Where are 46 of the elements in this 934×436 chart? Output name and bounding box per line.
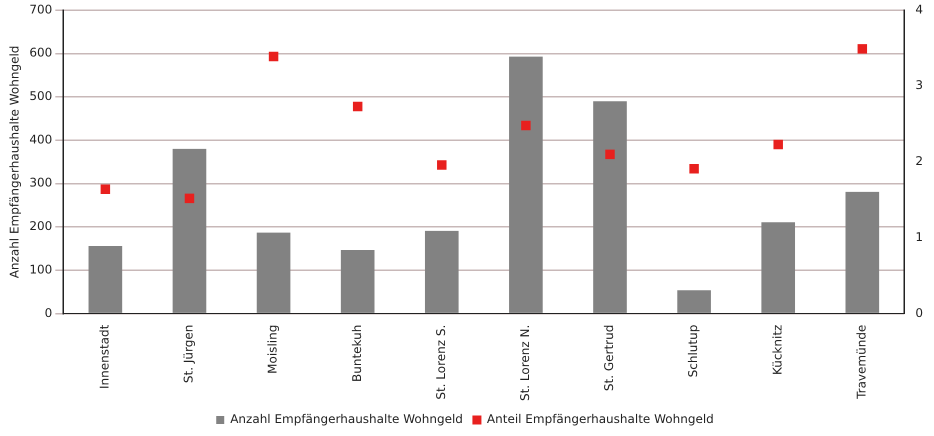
- point: [352, 102, 362, 112]
- point: [605, 150, 615, 160]
- x-tick-label: St. Lorenz S.: [434, 324, 448, 400]
- bar: [172, 148, 206, 313]
- x-tick-label: St. Lorenz N.: [518, 324, 532, 402]
- bar: [845, 192, 880, 313]
- y-tick-label: 100: [29, 262, 52, 276]
- y-tick-label: 500: [29, 89, 52, 104]
- point: [100, 184, 110, 194]
- y2-tick-label: 0: [915, 306, 924, 320]
- point: [521, 120, 531, 130]
- point: [268, 52, 278, 62]
- y-tick-label: 200: [29, 219, 52, 234]
- point: [858, 44, 868, 54]
- x-tick-label: Moisling: [266, 324, 280, 374]
- bar: [677, 290, 711, 313]
- y2-tick-label: 3: [915, 78, 924, 92]
- x-tick-label: Buntekuh: [350, 324, 364, 382]
- bar: [256, 232, 290, 313]
- bar: [424, 230, 459, 313]
- y-axis-title: Anzahl Empfängerhaushalte Wohngeld: [7, 46, 22, 278]
- y-tick-label: 300: [29, 176, 52, 190]
- x-tick-label: St. Jürgen: [182, 324, 196, 384]
- x-tick-label: Kücknitz: [770, 324, 784, 376]
- x-tick-label: St. Gertrud: [602, 324, 616, 392]
- y-tick-label: 600: [29, 46, 52, 60]
- x-tick-label: Schlutup: [686, 324, 700, 378]
- y-tick-label: 700: [29, 2, 52, 16]
- point: [437, 160, 447, 170]
- bar: [593, 101, 627, 313]
- point: [773, 140, 783, 150]
- y2-tick-label: 4: [915, 2, 924, 16]
- y-tick-label: 400: [29, 132, 52, 146]
- y-tick-label: 0: [44, 306, 52, 320]
- y2-tick-label: 2: [915, 154, 924, 168]
- bar: [509, 56, 543, 313]
- bar: [761, 222, 796, 313]
- y2-tick-label: 1: [915, 230, 924, 244]
- legend-label: Anteil Empfängerhaushalte Wohngeld: [486, 412, 714, 426]
- point: [184, 194, 194, 204]
- bar: [340, 250, 374, 313]
- x-tick-label: Innenstadt: [97, 324, 112, 390]
- bar: [88, 246, 122, 313]
- legend-label: Anzahl Empfängerhaushalte Wohngeld: [230, 412, 463, 426]
- x-tick-label: Travemünde: [854, 324, 868, 400]
- point: [689, 164, 699, 174]
